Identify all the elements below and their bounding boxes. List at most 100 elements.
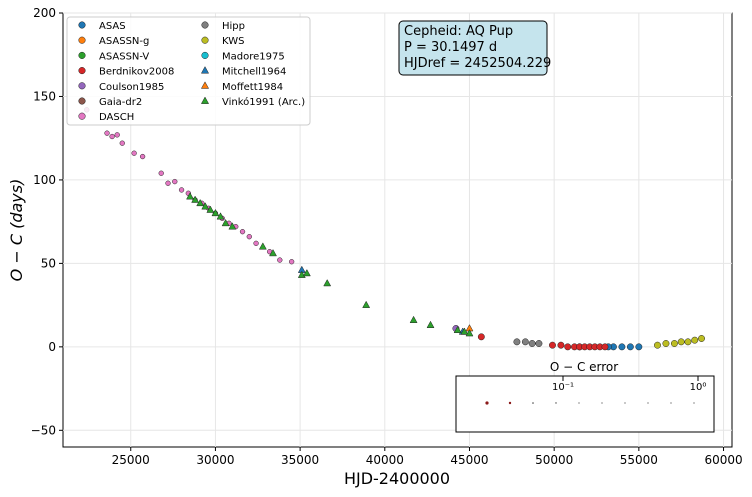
x-tick-label: 25000: [112, 453, 150, 467]
point-kws: [670, 340, 678, 347]
legend-label: ASAS: [99, 21, 126, 32]
info-period: P = 30.1497 d: [404, 40, 497, 55]
point-hipp: [528, 340, 536, 347]
point-asas: [618, 343, 626, 351]
x-tick-label: 35000: [281, 453, 319, 467]
point-vink-1991-arc: [426, 320, 435, 328]
legend-marker: [201, 21, 209, 29]
point-vink-1991-arc: [409, 315, 418, 323]
legend-label: Berdnikov2008: [99, 67, 174, 78]
legend-label: Vinkó1991 (Arc.): [222, 96, 305, 108]
point-berdnikov2008: [564, 343, 572, 351]
info-star-name: Cepheid: AQ Pup: [404, 24, 513, 39]
legend-label: Hipp: [222, 21, 245, 32]
point-hipp: [535, 340, 543, 347]
grid-lines: [63, 12, 732, 447]
point-berdnikov2008: [601, 343, 609, 351]
y-tick-label: −50: [31, 423, 56, 437]
error-marker: [693, 402, 695, 404]
point-kws: [662, 340, 670, 347]
legend-label: Mitchell1964: [222, 67, 286, 78]
point-dasch: [104, 130, 110, 136]
y-tick-label: 50: [41, 256, 56, 270]
legend-frame: [66, 16, 311, 126]
error-marker: [578, 402, 580, 404]
point-dasch: [178, 187, 185, 193]
x-tick-label: 45000: [450, 453, 488, 467]
legend-marker: [78, 51, 86, 59]
error-marker: [555, 402, 557, 404]
point-kws: [654, 341, 661, 349]
x-tick-label: 55000: [620, 453, 658, 467]
info-hjd-ref: HJDref = 2452504.229: [404, 56, 551, 71]
point-dasch: [139, 153, 146, 160]
legend-label: ASASSN-g: [99, 36, 149, 47]
legend-label: ASASSN-V: [99, 51, 149, 62]
legend-marker: [78, 36, 86, 44]
error-marker: [485, 401, 489, 405]
point-dasch: [239, 229, 246, 235]
point-vink-1991-arc: [216, 212, 225, 220]
point-vink-1991-arc: [191, 195, 200, 203]
point-vink-1991-arc: [186, 192, 194, 200]
y-tick-label: 200: [33, 6, 56, 20]
x-tick-label: 40000: [366, 453, 404, 467]
point-kws: [691, 336, 699, 344]
error-marker: [601, 402, 603, 404]
legend-marker: [200, 66, 210, 74]
point-dasch: [158, 170, 164, 176]
point-vink-1991-arc: [206, 205, 215, 213]
data-points: [84, 107, 705, 351]
legend-label: KWS: [222, 36, 244, 47]
x-axis-ticks: 25000 30000 35000 40000 45000 50000 55000 60000: [112, 447, 743, 467]
point-dasch: [131, 150, 137, 156]
point-dasch: [109, 133, 115, 140]
legend-label: Coulson1985: [99, 82, 164, 93]
y-axis-ticks: −50 0 50 100 150 200: [31, 6, 63, 437]
error-legend-frame: [455, 375, 715, 433]
point-asas: [635, 343, 643, 351]
point-berdnikov2008: [557, 341, 565, 349]
legend-marker: [201, 36, 209, 44]
y-tick-label: 100: [33, 173, 56, 187]
legend-label: Madore1975: [222, 51, 285, 62]
point-dasch: [165, 180, 171, 186]
point-vink-1991-arc: [362, 300, 371, 308]
error-marker: [647, 402, 649, 404]
error-tick-label-a: 10⁻¹: [552, 382, 574, 393]
point-dasch: [277, 257, 283, 263]
point-dasch: [288, 259, 295, 265]
legend-marker: [78, 82, 86, 90]
legend-label: DASCH: [99, 112, 134, 123]
point-vink-1991-arc: [258, 242, 267, 250]
x-axis-label: HJD-2400000: [344, 469, 450, 488]
info-box-frame: [398, 20, 548, 76]
point-kws: [677, 338, 685, 346]
legend-marker: [200, 81, 210, 89]
legend-marker: [78, 97, 86, 105]
legend-label: Gaia-dr2: [99, 97, 142, 108]
y-tick-label: 150: [33, 89, 56, 103]
error-marker: [624, 402, 626, 404]
point-berdnikov2008: [549, 341, 556, 349]
point-berdnikov2008: [477, 333, 485, 341]
point-vink-1991-arc: [323, 279, 332, 287]
chart-legend: ASAS ASASSN-g ASASSN-V Berdnikov2008 Coulson…: [66, 16, 311, 126]
point-vink-1991-arc: [196, 198, 205, 207]
legend-marker: [200, 96, 210, 104]
error-marker: [670, 402, 672, 404]
x-tick-label: 50000: [535, 453, 573, 467]
point-vink-1991-arc: [211, 208, 220, 217]
error-tick-label-b: 10⁰: [690, 382, 707, 393]
point-vink-1991-arc: [302, 269, 311, 277]
point-vink-1991-arc: [201, 202, 210, 210]
error-legend: O − C error 10⁻¹ 10⁰: [455, 360, 715, 433]
point-vink-1991-arc: [269, 249, 277, 257]
y-axis-label: O − C (days): [7, 179, 26, 282]
point-vink-1991-arc: [465, 329, 474, 337]
legend-label: Moffett1984: [222, 82, 283, 93]
point-dasch: [119, 140, 125, 146]
error-marker: [508, 401, 512, 405]
error-legend-title: O − C error: [550, 360, 618, 374]
